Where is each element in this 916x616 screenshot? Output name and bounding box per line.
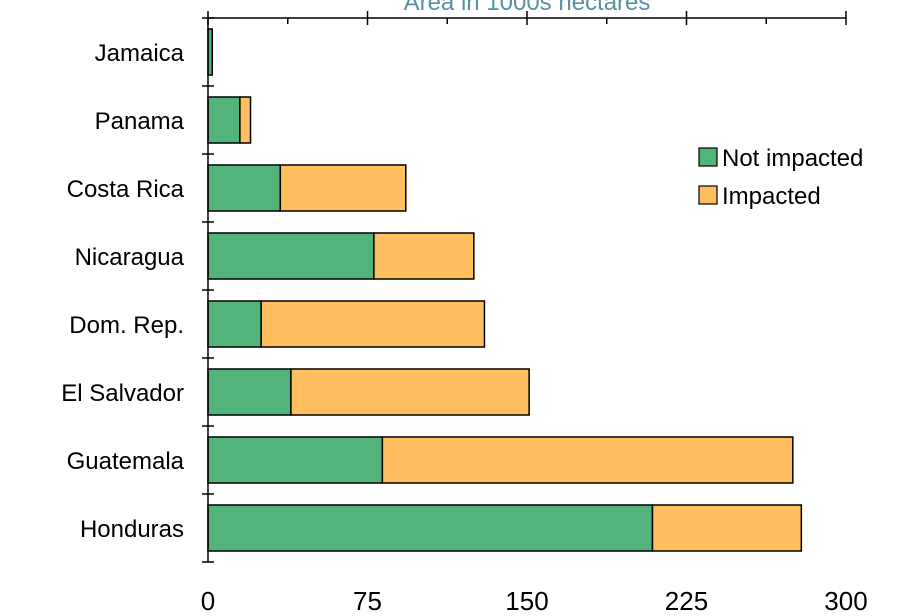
category-label-nicaragua: Nicaragua [75, 244, 185, 271]
x-axis-ticks [207, 11, 847, 25]
bar-guatemala-impacted [381, 436, 794, 484]
x-axis-tick-labels: 0 75 150 225 300 [201, 586, 868, 616]
category-label-jamaica: Jamaica [95, 40, 185, 67]
category-label-el-salvador: El Salvador [61, 380, 184, 407]
bar-honduras-not-impacted [207, 504, 654, 552]
category-label-dom-rep: Dom. Rep. [69, 312, 184, 339]
x-tick-label-225: 225 [665, 586, 708, 616]
bar-nicaragua-impacted [373, 232, 475, 280]
category-label-honduras: Honduras [80, 516, 184, 543]
bar-costa-rica-impacted [279, 164, 407, 212]
bar-panama-impacted [239, 96, 252, 144]
axis-title: Area in 1000s hectares [404, 0, 651, 16]
bar-nicaragua-not-impacted [207, 232, 375, 280]
bar-el-salvador-not-impacted [207, 368, 292, 416]
x-tick-label-150: 150 [505, 586, 548, 616]
bar-panama-not-impacted [207, 96, 241, 144]
legend: Not impacted Impacted [698, 145, 863, 210]
bar-honduras-impacted [651, 504, 803, 552]
x-tick-label-0: 0 [201, 586, 215, 616]
bar-dom-rep-impacted [260, 300, 486, 348]
bar-costa-rica-not-impacted [207, 164, 282, 212]
legend-label-impacted: Impacted [722, 183, 821, 210]
category-labels: Jamaica Panama Costa Rica Nicaragua Dom. Rep… [61, 40, 184, 543]
x-tick-label-75: 75 [353, 586, 382, 616]
category-label-costa-rica: Costa Rica [67, 176, 185, 203]
legend-swatch-not-impacted [698, 147, 718, 167]
category-label-guatemala: Guatemala [67, 448, 185, 475]
bar-el-salvador-impacted [290, 368, 530, 416]
legend-label-not-impacted: Not impacted [722, 145, 863, 172]
bar-dom-rep-not-impacted [207, 300, 262, 348]
bars-group [207, 28, 803, 552]
legend-swatch-impacted [698, 185, 718, 205]
x-tick-label-300: 300 [824, 586, 867, 616]
bar-guatemala-not-impacted [207, 436, 384, 484]
y-axis-ticks [202, 17, 214, 563]
category-label-panama: Panama [95, 108, 185, 135]
